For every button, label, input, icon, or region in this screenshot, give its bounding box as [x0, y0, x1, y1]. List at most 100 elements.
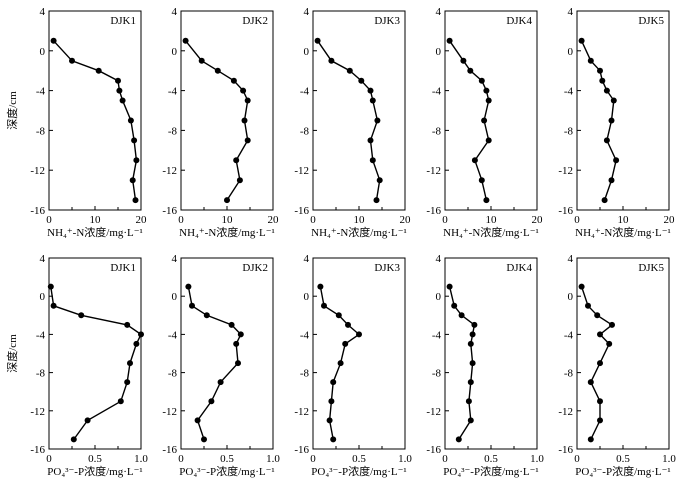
x-tick-label: 0: [442, 453, 448, 465]
y-tick-label: 0: [172, 46, 178, 58]
data-point: [235, 360, 241, 367]
data-point: [613, 157, 620, 164]
x-tick-label: 0.5: [220, 453, 234, 465]
x-axis-label: PO₄³⁻-P浓度/mg·L⁻¹: [179, 464, 274, 478]
y-tick-label: -12: [426, 406, 441, 418]
y-tick-label: -16: [162, 444, 177, 456]
y-tick-label: -16: [426, 205, 441, 217]
x-tick-label: 0.5: [616, 453, 630, 465]
y-tick-label: -12: [162, 165, 177, 177]
data-point: [342, 340, 349, 347]
y-tick-label: -12: [30, 406, 45, 418]
y-tick-label: -16: [558, 205, 573, 217]
panel-label: DJK2: [242, 15, 268, 27]
y-axis-label: 深度/cm: [5, 334, 19, 373]
data-point: [50, 302, 57, 309]
data-point: [471, 321, 478, 328]
panel-label: DJK5: [638, 15, 664, 27]
data-point: [133, 157, 140, 164]
data-point: [467, 379, 474, 386]
y-tick-label: -8: [168, 125, 178, 137]
x-tick-label: 0: [46, 453, 52, 465]
data-point: [608, 177, 615, 184]
data-point: [610, 97, 617, 104]
data-point: [608, 117, 615, 124]
data-point: [597, 417, 603, 424]
data-point: [233, 157, 240, 164]
data-point: [335, 312, 342, 319]
x-tick-label: 0: [46, 214, 52, 226]
data-point: [131, 137, 138, 144]
x-axis-label: NH₄⁺-N浓度/mg·L⁻¹: [443, 225, 539, 239]
panel-6: 40-4-8-12-160 0.5 1.0DJK1PO₄³⁻-P浓度/mg·L⁻¹深…: [5, 253, 148, 478]
data-point: [198, 57, 205, 64]
x-tick-label: 10: [354, 214, 366, 226]
y-tick-label: -4: [564, 86, 574, 98]
data-point: [194, 417, 201, 424]
data-point: [594, 312, 601, 319]
data-point: [467, 417, 474, 424]
data-point: [597, 360, 603, 367]
data-point: [345, 321, 351, 328]
data-point: [606, 340, 613, 347]
x-tick-label: 10: [90, 214, 102, 226]
y-tick-label: 4: [304, 6, 310, 18]
y-tick-label: -8: [300, 368, 310, 380]
y-tick-label: -8: [564, 368, 574, 380]
x-tick-label: 1.0: [530, 453, 544, 465]
series-line: [187, 286, 242, 440]
data-point: [597, 331, 603, 338]
x-tick-label: 1.0: [398, 453, 412, 465]
plot-frame: [444, 257, 538, 450]
data-point: [117, 398, 124, 405]
y-tick-label: 0: [568, 291, 574, 303]
y-tick-label: 0: [436, 46, 442, 58]
data-point: [115, 77, 121, 84]
x-tick-label: 1.0: [662, 453, 676, 465]
y-tick-label: 4: [568, 253, 574, 265]
data-point: [587, 379, 594, 386]
data-point: [578, 37, 585, 44]
y-tick-label: -12: [294, 406, 309, 418]
data-point: [467, 340, 474, 347]
data-point: [241, 117, 248, 124]
data-point: [132, 197, 139, 204]
data-point: [609, 321, 615, 328]
x-tick-label: 0: [178, 214, 184, 226]
x-tick-label: 20: [532, 214, 544, 226]
data-point: [455, 436, 462, 443]
plot-frame: [576, 257, 670, 450]
panel-label: DJK4: [506, 262, 532, 274]
data-point: [478, 177, 485, 184]
y-tick-label: 0: [40, 46, 46, 58]
data-point: [236, 177, 243, 184]
y-tick-label: 4: [172, 6, 178, 18]
y-tick-label: -8: [36, 125, 46, 137]
data-point: [314, 37, 321, 44]
data-point: [330, 379, 337, 386]
data-point: [597, 398, 603, 405]
x-tick-label: 20: [268, 214, 280, 226]
data-point: [356, 331, 362, 338]
data-point: [185, 283, 192, 290]
y-tick-label: 4: [40, 6, 46, 18]
panel-label: DJK4: [506, 15, 532, 27]
data-point: [84, 417, 91, 424]
x-tick-label: 0: [574, 214, 580, 226]
x-tick-label: 0.5: [352, 453, 366, 465]
x-axis-label: NH₄⁺-N浓度/mg·L⁻¹: [47, 225, 143, 239]
panel-label: DJK1: [110, 15, 136, 27]
data-point: [70, 436, 77, 443]
data-point: [317, 283, 324, 290]
data-point: [601, 197, 608, 204]
x-tick-label: 10: [222, 214, 234, 226]
data-point: [119, 97, 126, 104]
data-point: [330, 436, 337, 443]
plot-frame: [180, 10, 274, 211]
x-tick-label: 0: [442, 214, 448, 226]
y-tick-label: 0: [40, 291, 46, 303]
x-tick-label: 10: [486, 214, 498, 226]
